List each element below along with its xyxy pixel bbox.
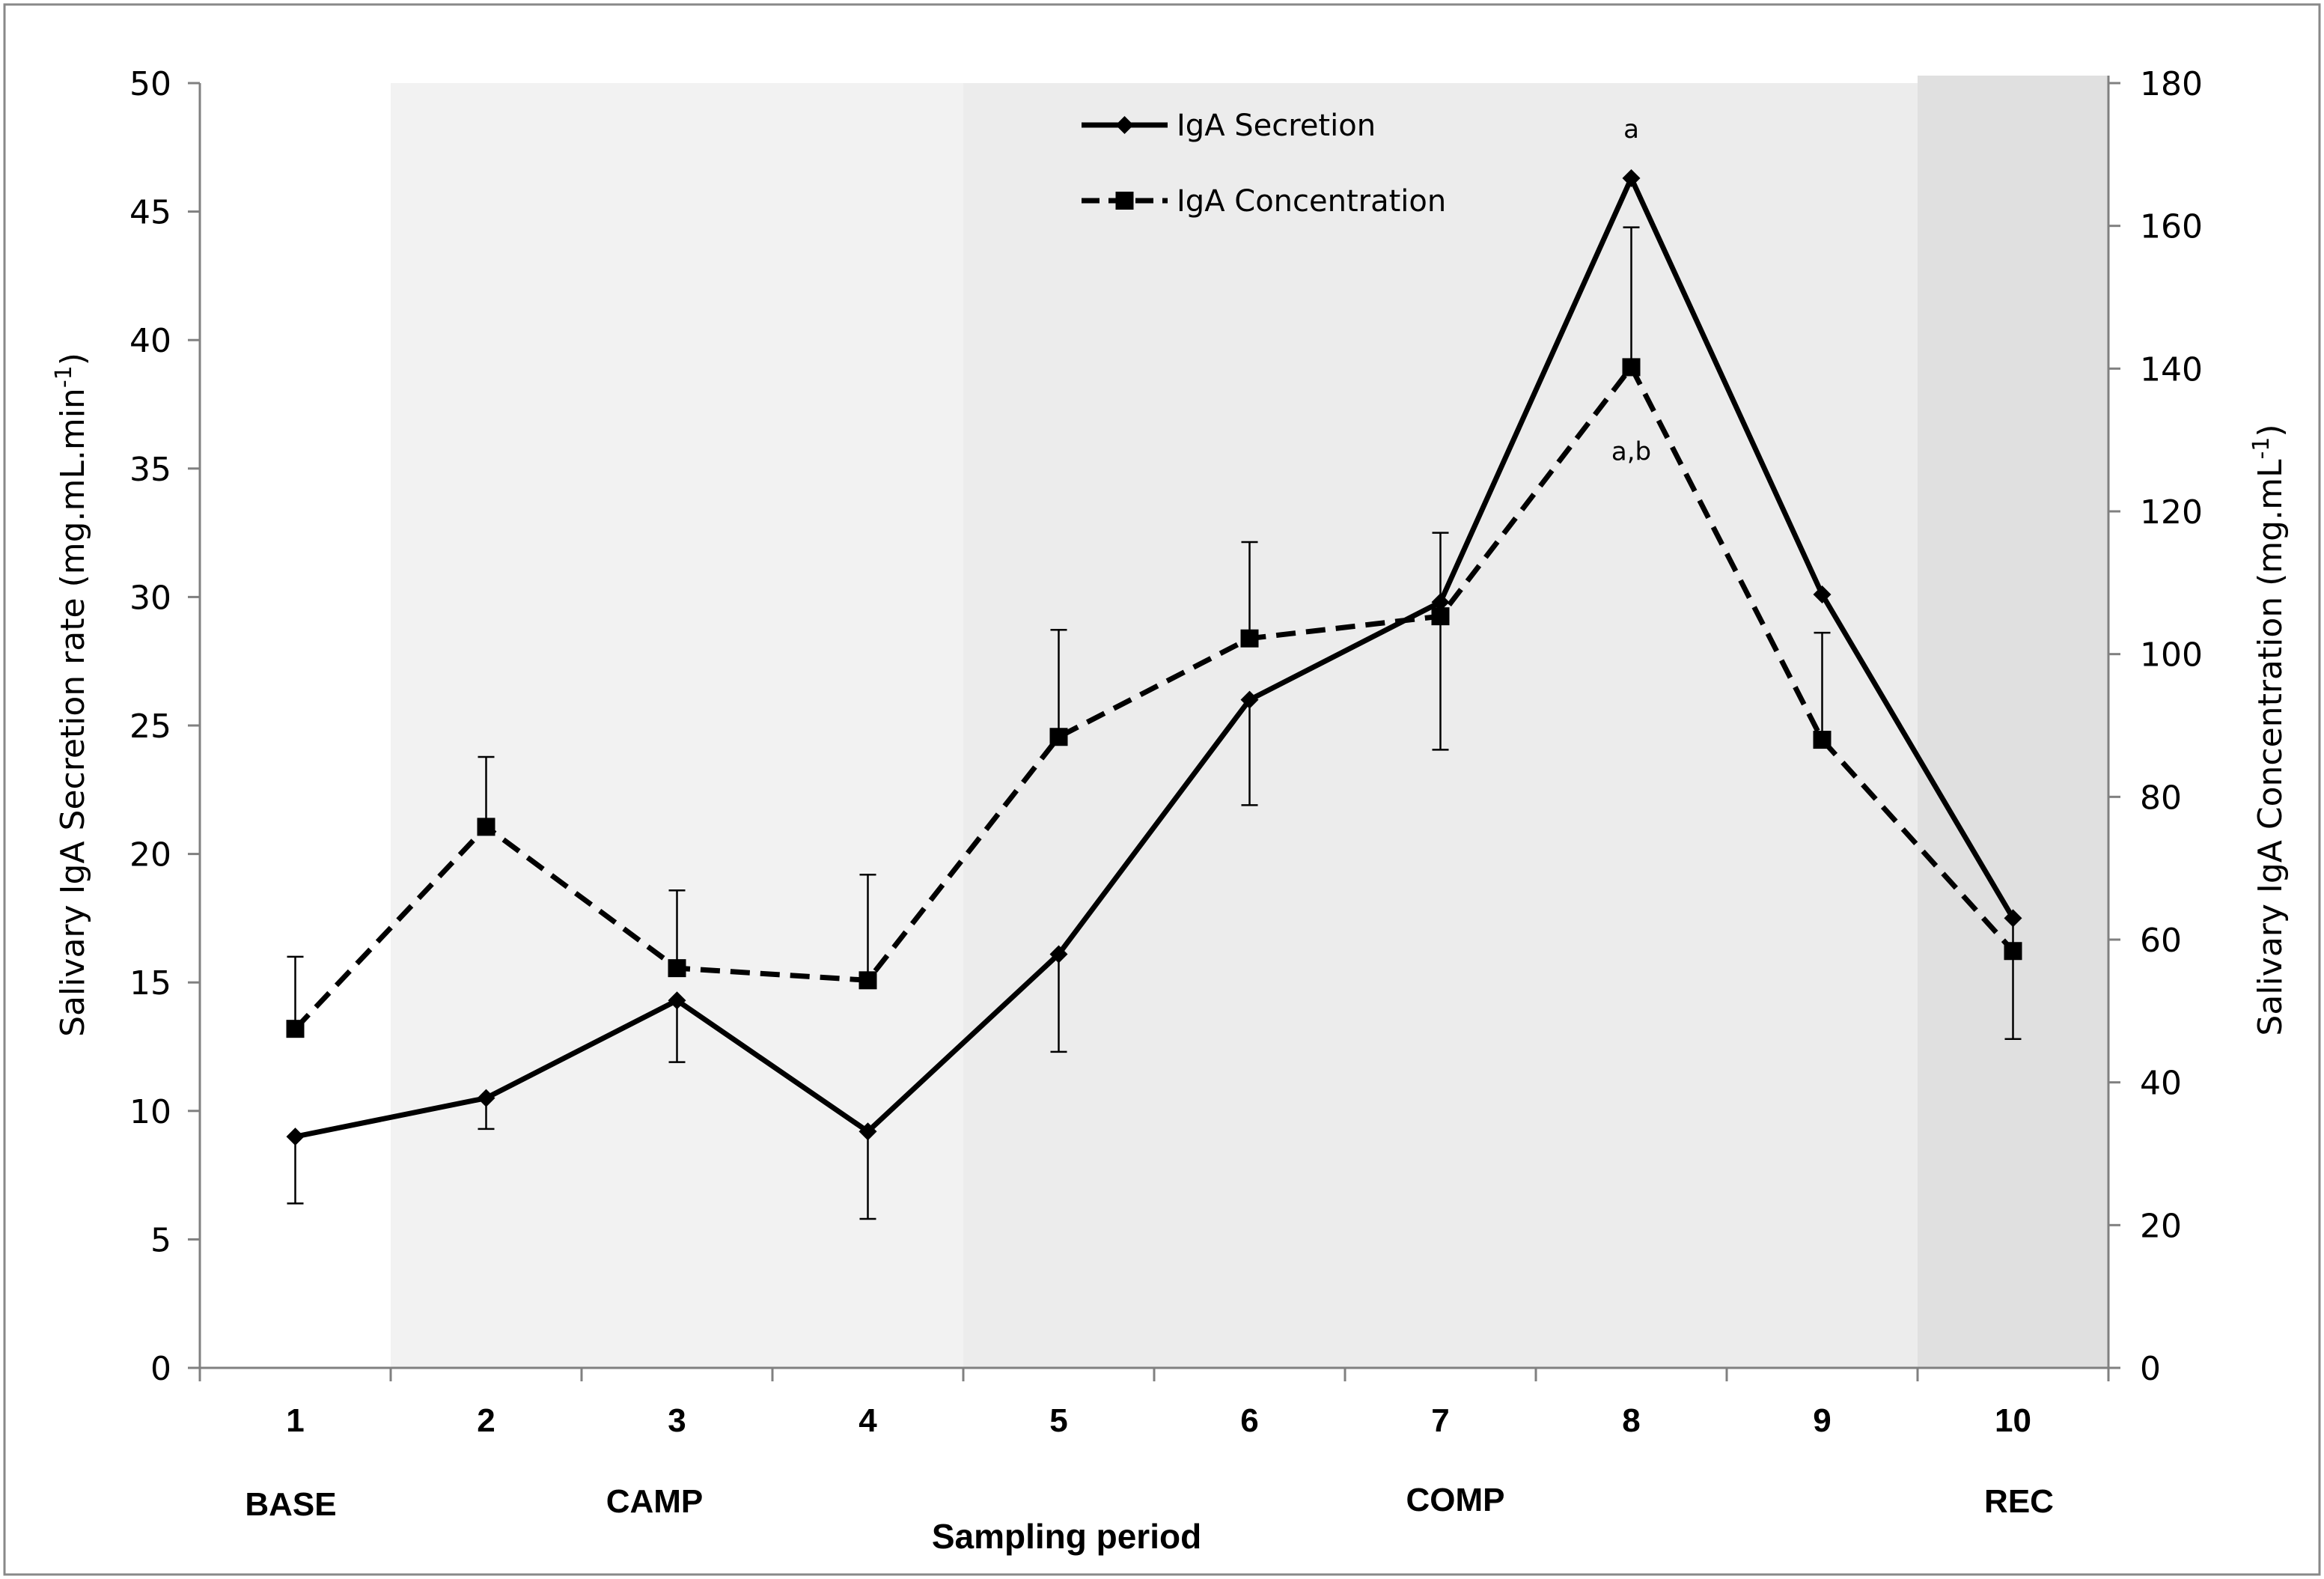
right-tick-label-140: 140 [2140,350,2203,389]
phase-band-camp [391,83,963,1368]
right-tick-label-40: 40 [2140,1065,2182,1103]
legend: IgA Secretion IgA Concentration [1082,109,1446,219]
iga-concentration-point-1 [286,1020,305,1038]
legend-marker-iga-concentration [1115,192,1134,210]
error-bars [287,226,2022,1220]
left-tick-label-15: 15 [129,964,171,1003]
iga-secretion-point-3 [668,991,686,1010]
phase-band-rec [1918,76,2108,1368]
right-axis-title: Salivary IgA Concentration (mg.mL-1) [2248,424,2290,1035]
left-axis-title: Salivary IgA Secretion rate (mg.mL.min-1… [51,353,93,1037]
axes: 0510152025303540455002040608010012014016… [129,65,2203,1439]
series-markers [286,168,2022,1146]
legend-label-iga-concentration: IgA Concentration [1177,184,1446,219]
iga-concentration-point-6 [1240,629,1259,648]
right-tick-label-120: 120 [2140,493,2203,532]
left-tick-label-5: 5 [150,1221,171,1259]
iga-concentration-point-4 [858,971,877,990]
iga-secretion-point-6 [1240,690,1259,709]
x-tick-label-7: 7 [1431,1402,1449,1439]
right-tick-label-80: 80 [2140,779,2182,817]
iga-secretion-line [294,175,2016,1140]
x-tick-label-8: 8 [1622,1402,1640,1439]
x-tick-label-3: 3 [668,1402,686,1439]
right-tick-label-0: 0 [2140,1350,2161,1388]
left-axis-title-end: ) [54,353,92,365]
left-tick-label-20: 20 [129,836,171,874]
iga-secretion-point-4 [858,1122,877,1141]
x-axis-title: Sampling period [932,1517,1201,1556]
annotation-a-b-iga-concentration: a,b [1611,436,1651,466]
iga-secretion-point-10 [2004,909,2022,928]
right-tick-label-180: 180 [2140,65,2203,103]
x-tick-label-10: 10 [1995,1402,2031,1439]
phase-label-base: BASE [245,1486,336,1523]
right-tick-label-20: 20 [2140,1207,2182,1245]
phase-label-camp: CAMP [606,1483,704,1520]
iga-secretion-point-1 [286,1128,305,1146]
right-tick-label-160: 160 [2140,208,2203,246]
x-tick-label-9: 9 [1813,1402,1831,1439]
left-tick-label-0: 0 [150,1350,171,1388]
right-tick-label-60: 60 [2140,922,2182,960]
phase-label-rec: REC [1984,1483,2054,1520]
x-tick-label-4: 4 [858,1402,877,1439]
left-tick-label-30: 30 [129,579,171,617]
left-tick-label-50: 50 [129,65,171,103]
iga-concentration-point-8 [1622,358,1641,377]
legend-marker-iga-secretion [1115,116,1134,134]
iga-concentration-point-5 [1049,728,1068,746]
left-axis-title-main: Salivary IgA Secretion rate (mg.mL.min [54,388,92,1037]
left-tick-label-45: 45 [129,194,171,232]
legend-label-iga-secretion: IgA Secretion [1177,109,1376,143]
annotation-a-iga-secretion: a [1623,115,1639,144]
iga-concentration-point-3 [668,959,686,978]
iga-secretion-point-2 [477,1089,495,1107]
right-axis-title-main: Salivary IgA Concentration (mg.mL [2251,459,2290,1036]
right-tick-label-100: 100 [2140,636,2203,675]
right-axis-title-end: ) [2251,424,2290,436]
iga-concentration-point-2 [477,818,495,836]
series-lines [293,175,2016,1140]
iga-concentration-point-10 [2004,942,2022,961]
iga-secretion-point-7 [1431,593,1450,612]
left-tick-label-40: 40 [129,322,171,360]
x-tick-label-6: 6 [1240,1402,1258,1439]
iga-concentration-line [293,364,2016,1031]
right-axis-title-sup: -1 [2248,437,2275,460]
left-axis-title-sup: -1 [51,365,77,388]
chart-labels: Salivary IgA Secretion rate (mg.mL.min-1… [51,115,2290,1556]
iga-concentration-point-7 [1431,607,1450,626]
iga-secretion-point-9 [1813,585,1832,603]
iga-secretion-point-5 [1049,945,1068,964]
phase-label-comp: COMP [1406,1482,1505,1518]
x-tick-label-2: 2 [477,1402,495,1439]
left-tick-label-25: 25 [129,708,171,746]
x-tick-label-1: 1 [286,1402,304,1439]
x-tick-label-5: 5 [1049,1402,1067,1439]
left-tick-label-10: 10 [129,1093,171,1131]
iga-secretion-point-8 [1622,168,1641,187]
left-tick-label-35: 35 [129,451,171,489]
iga-concentration-point-9 [1813,731,1832,749]
